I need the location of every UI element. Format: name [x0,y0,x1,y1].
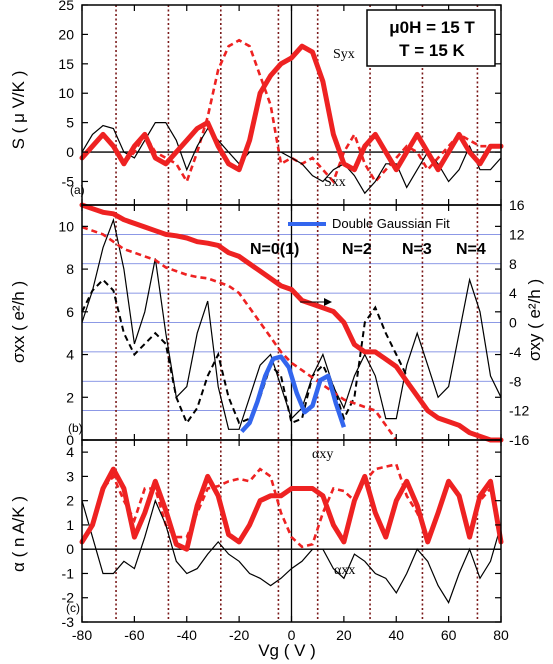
axes-layer: -505101520250246810-16-12-8-40481216-3-2… [58,0,529,643]
panel-label-b: (b) [68,421,83,435]
series-line [79,202,504,443]
axis-arrow-head [324,298,332,306]
ytick-label: 0 [66,144,74,160]
ytick-label: 10 [58,85,74,101]
xtick-label: 80 [493,627,509,643]
ytick-label: 4 [66,444,74,460]
ytick-label: 5 [66,115,74,131]
ytick-label: 3 [66,468,74,484]
xtick-label: -20 [229,627,249,643]
ytick-label-right: 12 [509,226,525,242]
ytick-label-right: 16 [509,197,525,213]
series-line [81,278,408,425]
annotation-axy: αxy [312,447,333,462]
xlabel: Vg ( V ) [258,641,316,660]
ylabel-b: σxx ( e²/h ) [9,281,28,363]
ytick-label: 15 [58,56,74,72]
ytick-label: -2 [62,590,75,606]
landau-level-2: N=2 [342,241,372,258]
ytick-label: 0 [66,541,74,557]
series-line [81,498,502,604]
annotation-sxx: Sxx [324,175,346,190]
ytick-label: 1 [66,517,74,533]
xtick-label: 40 [388,627,404,643]
text-layer: S ( μ V/K ) (a) Syx Sxx μ0H = 15 T T = 1… [9,9,544,660]
series-line [240,354,347,434]
landau-level-0: N=0(1) [250,241,299,258]
data-layer [79,38,504,604]
series-line [79,466,504,552]
annotation-syx: Syx [333,47,355,62]
xtick-label: -60 [124,627,144,643]
ytick-label: -1 [62,565,75,581]
ytick-label: 8 [66,261,74,277]
ytick-label: 4 [66,347,74,363]
ytick-label: -5 [62,173,75,189]
ytick-label-right: -12 [509,403,529,419]
ytick-label-right: -4 [509,344,522,360]
ytick-label: -3 [62,614,75,630]
ytick-label-right: 4 [509,285,517,301]
series-line [81,225,398,441]
xtick-label: -40 [177,627,197,643]
xtick-label: -80 [72,627,92,643]
ytick-label-right: 0 [509,315,517,331]
xtick-label: 0 [288,627,296,643]
landau-level-3: N=3 [402,241,432,258]
ytick-label: 0 [66,432,74,448]
ytick-label: 25 [58,0,74,13]
ytick-label-right: -16 [509,432,529,448]
series-line [81,38,501,185]
legend-label-fit: Double Gaussian Fit [332,216,450,231]
ytick-label-right: 8 [509,256,517,272]
panel-label-a: (a) [70,183,85,197]
ylabel-c: α ( n A/K ) [9,496,28,572]
ytick-label-right: -8 [509,373,522,389]
annotation-axx: αxx [334,563,355,578]
landau-level-4: N=4 [456,241,486,258]
panel-label-c: (c) [66,601,80,615]
xtick-label: 20 [336,627,352,643]
info-box [366,9,496,67]
series-line [79,43,504,173]
ytick-label: 2 [66,493,74,509]
ylabel-b-right: σxy ( e²/h ) [525,279,544,361]
ytick-label: 10 [58,218,74,234]
ylabel-a: S ( μ V/K ) [9,71,28,150]
xtick-label: 60 [441,627,457,643]
ytick-label: 2 [66,389,74,405]
ytick-label: 6 [66,304,74,320]
info-box-temperature: T = 15 K [399,41,465,60]
ytick-label: 20 [58,26,74,42]
info-box-field: μ0H = 15 T [389,18,475,37]
